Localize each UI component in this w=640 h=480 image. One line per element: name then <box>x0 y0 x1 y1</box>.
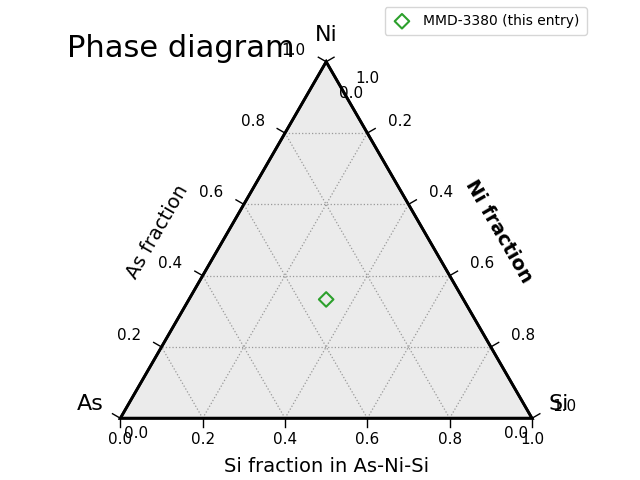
Legend: MMD-3380 (this entry): MMD-3380 (this entry) <box>385 7 587 35</box>
Text: As fraction: As fraction <box>123 181 192 282</box>
Text: 0.2: 0.2 <box>191 432 215 447</box>
MMD-3380 (this entry) <box>321 296 332 303</box>
Text: 0.0: 0.0 <box>339 86 363 101</box>
Text: 0.0: 0.0 <box>504 427 528 442</box>
Polygon shape <box>120 62 532 418</box>
Text: 0.4: 0.4 <box>158 256 182 271</box>
Text: 0.8: 0.8 <box>438 432 461 447</box>
Text: 0.4: 0.4 <box>429 185 453 200</box>
Text: 1.0: 1.0 <box>282 43 306 58</box>
Text: 0.0: 0.0 <box>108 432 132 447</box>
Text: Si: Si <box>548 394 569 414</box>
Text: Phase diagram: Phase diagram <box>67 34 294 62</box>
Text: 0.6: 0.6 <box>199 185 223 200</box>
Text: 0.8: 0.8 <box>241 114 265 129</box>
Text: 0.6: 0.6 <box>355 432 380 447</box>
Text: 0.2: 0.2 <box>388 114 412 129</box>
Text: 0.0: 0.0 <box>124 427 148 442</box>
Text: 1.0: 1.0 <box>355 71 379 86</box>
Text: 0.8: 0.8 <box>511 328 535 343</box>
Text: 1.0: 1.0 <box>520 432 544 447</box>
Text: 0.2: 0.2 <box>117 328 141 343</box>
Text: Ni fraction: Ni fraction <box>462 177 536 287</box>
Text: Ni: Ni <box>315 25 337 45</box>
Text: 0.4: 0.4 <box>273 432 297 447</box>
Text: 0.6: 0.6 <box>470 256 494 271</box>
Text: Si fraction in As-Ni-Si: Si fraction in As-Ni-Si <box>223 457 429 476</box>
Text: 1.0: 1.0 <box>552 399 577 414</box>
Text: As: As <box>77 394 104 414</box>
